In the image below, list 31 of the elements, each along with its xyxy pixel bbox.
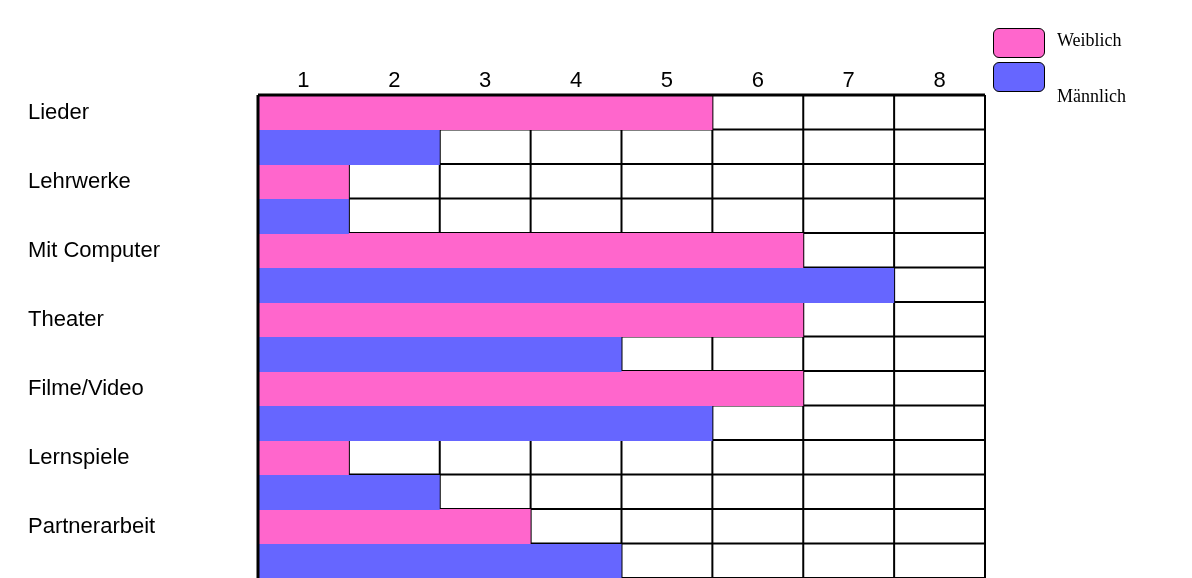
x-tick-label: 2 [388, 67, 401, 92]
x-tick-label: 6 [751, 67, 764, 92]
y-tick-label: Filme/Video [28, 374, 144, 400]
y-tick-label: Lehrwerke [28, 167, 131, 193]
bar [258, 199, 349, 234]
bar [258, 337, 622, 372]
y-tick-label: Lernspiele [28, 443, 130, 469]
y-tick-label: Mit Computer [28, 236, 161, 262]
text: Männlich [1057, 86, 1126, 107]
bar [258, 164, 349, 199]
y-tick-label: Lieder [28, 98, 90, 124]
y-tick-label: Partnerarbeit [28, 512, 156, 538]
bar [258, 95, 713, 130]
bar [258, 406, 713, 441]
y-tick-label: Theater [28, 305, 104, 331]
bar [258, 130, 440, 165]
bar [258, 475, 440, 510]
x-tick-label: 3 [479, 67, 492, 92]
x-tick-label: 8 [933, 67, 946, 92]
bar [258, 544, 622, 578]
bar [258, 302, 804, 337]
bar [258, 371, 804, 406]
x-tick-label: 1 [297, 67, 310, 92]
bar [258, 268, 895, 303]
bar [258, 233, 804, 268]
x-tick-label: 7 [842, 67, 855, 92]
legend-label: Weiblich [1057, 30, 1122, 51]
bar [258, 509, 531, 544]
x-tick-label: 5 [660, 67, 674, 92]
x-tick-label: 4 [569, 67, 583, 92]
bar [258, 440, 349, 475]
